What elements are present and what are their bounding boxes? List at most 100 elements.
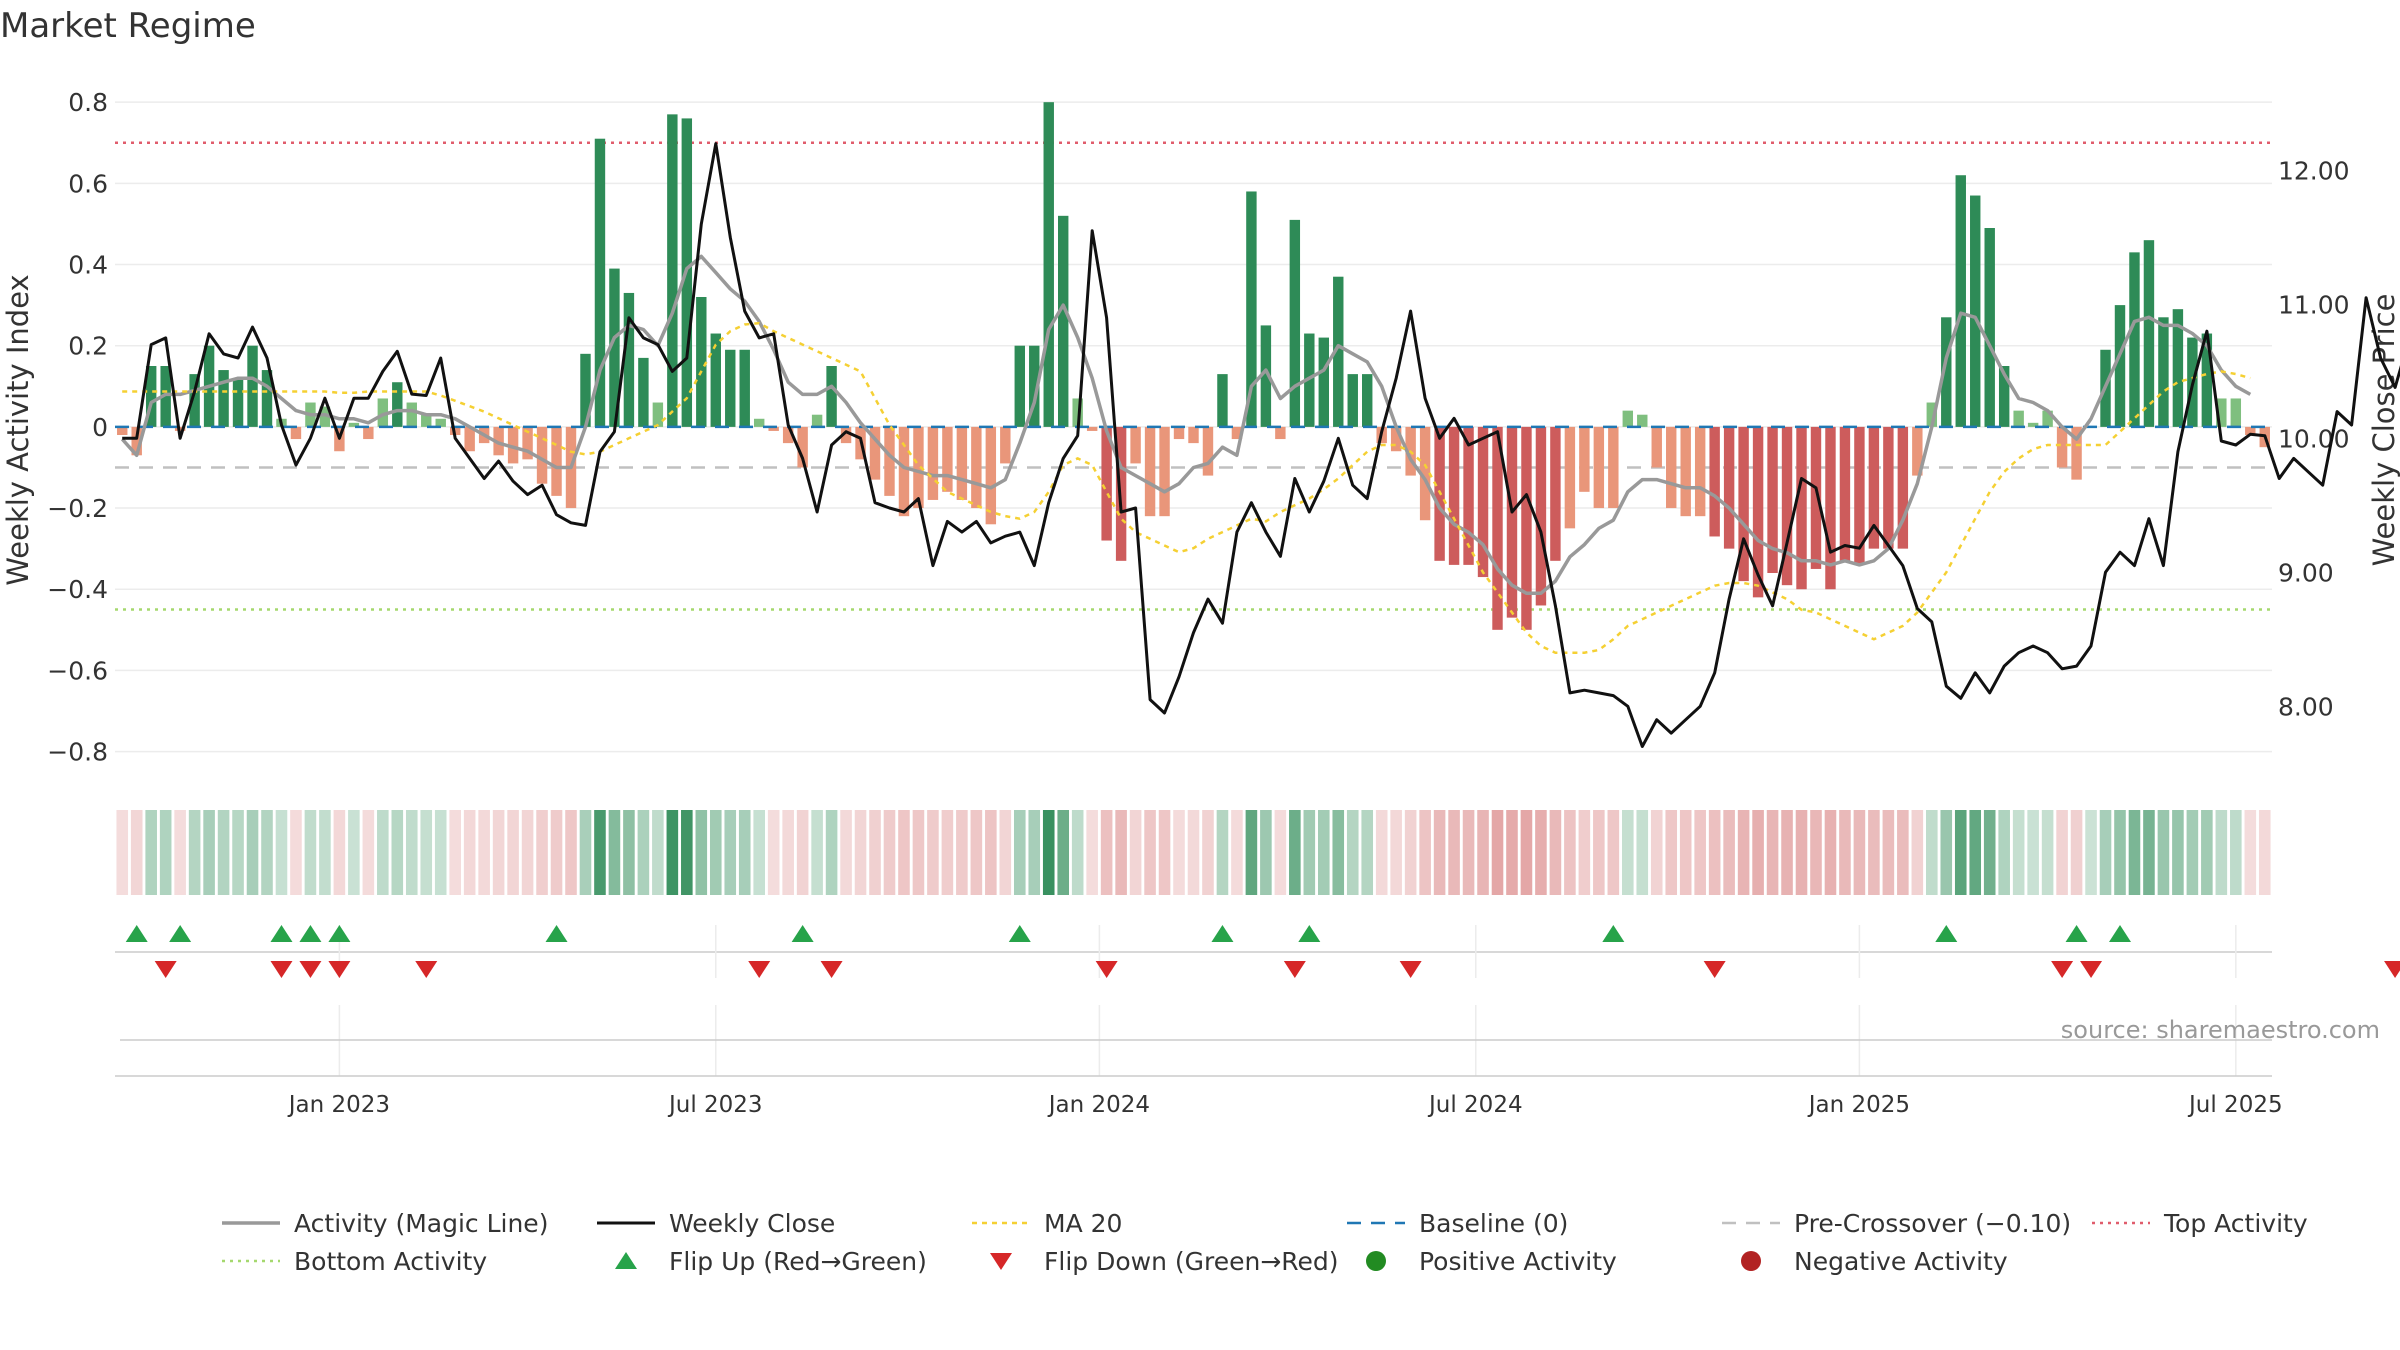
activity-bar	[1955, 175, 1966, 427]
activity-bar	[1781, 426, 1793, 586]
heat-strip-cell	[970, 810, 983, 895]
activity-bar	[942, 426, 953, 492]
heat-strip-cell	[637, 810, 650, 895]
heat-strip-cell	[1216, 810, 1229, 895]
activity-bar	[1463, 426, 1474, 565]
activity-bar	[1173, 426, 1185, 440]
flip-down-marker	[1095, 961, 1118, 978]
heat-strip-cell	[1274, 810, 1287, 895]
activity-bar	[1723, 426, 1735, 549]
heat-strip-cell	[652, 810, 664, 895]
ma20-line	[122, 321, 2251, 654]
heat-strip-cell	[1303, 810, 1316, 895]
flip-up-marker	[2065, 925, 2088, 942]
flip-down-marker	[2051, 961, 2074, 978]
activity-bar	[1275, 426, 1286, 440]
heat-strip-cell	[1679, 810, 1692, 895]
legend-item-top: Top Activity	[2090, 1206, 2308, 1240]
activity-bar	[1217, 374, 1228, 427]
activity-bar	[145, 366, 157, 427]
heat-strip-cell	[1824, 810, 1837, 895]
activity-bar	[160, 366, 171, 427]
y-right-axis-label: Weekly Close Price	[2367, 294, 2400, 567]
legend-item-baseline: Baseline (0)	[1345, 1206, 1568, 1240]
heat-strip-cell	[782, 810, 794, 895]
legend-symbol-ma20	[972, 1221, 1030, 1225]
activity-bar	[1883, 426, 1894, 549]
heat-strip-cell	[695, 810, 708, 895]
activity-bar	[1000, 426, 1011, 464]
heat-strip-cell	[1231, 810, 1243, 895]
heat-strip-cell	[420, 810, 433, 895]
activity-bar	[1057, 215, 1069, 427]
heat-strip-cell	[666, 810, 679, 895]
activity-bar	[1014, 345, 1025, 427]
heat-strip-cell	[1665, 810, 1678, 895]
heat-strip-cell	[1057, 810, 1070, 895]
activity-bar	[1086, 426, 1098, 431]
heat-strip-cell	[2012, 810, 2025, 895]
heat-strip-cell	[1462, 810, 1475, 895]
activity-bar	[117, 426, 128, 435]
heat-strip-cell	[854, 810, 867, 895]
heat-strip-cell	[1042, 810, 1055, 895]
chart-title: Market Regime	[0, 6, 256, 46]
activity-bar	[551, 426, 562, 496]
activity-bar	[2042, 410, 2053, 427]
activity-bar	[2230, 398, 2242, 427]
flip-down-marker	[415, 961, 438, 978]
activity-bar	[522, 426, 533, 460]
activity-bar	[1260, 325, 1272, 427]
heat-strip-cell	[2244, 810, 2257, 895]
x-tick-label: Jan 2023	[287, 1092, 390, 1118]
y-tick-label: −0.2	[47, 494, 108, 523]
activity-bar	[1868, 426, 1880, 549]
heat-strip-cell	[2186, 810, 2199, 895]
heat-strip-cell	[608, 810, 621, 895]
legend-label: Top Activity	[2164, 1208, 2308, 1238]
x-tick-label: Jul 2023	[667, 1092, 763, 1118]
flip-up-marker	[1602, 925, 1625, 942]
activity-bar	[667, 114, 678, 427]
activity-bar	[1984, 228, 1995, 427]
heat-strip-cell	[1129, 810, 1142, 895]
heat-strip-cell	[796, 810, 809, 895]
heat-strip-cell	[1781, 810, 1793, 895]
activity-bar	[594, 138, 606, 427]
heat-strip-cell	[1897, 810, 1909, 895]
activity-bar	[507, 426, 519, 464]
activity-bar	[1506, 426, 1518, 618]
y-tick-label: −0.8	[47, 738, 108, 767]
heat-strip-cell	[348, 810, 360, 895]
activity-bar	[869, 426, 881, 480]
heat-strip-cell	[217, 810, 230, 895]
activity-bar	[1159, 426, 1170, 517]
heat-strip-cell	[2230, 810, 2242, 895]
heat-strip-cell	[188, 810, 201, 895]
activity-bar	[797, 426, 808, 468]
heat-strip-cell	[753, 810, 765, 895]
flip-up-marker	[791, 925, 814, 942]
activity-bar	[2216, 398, 2227, 427]
heat-strip-cell	[478, 810, 490, 895]
heat-strip-cell	[1766, 810, 1779, 895]
activity-bar	[1810, 426, 1822, 569]
activity-bar	[652, 402, 664, 427]
activity-bar	[2143, 240, 2155, 427]
legend-label: Negative Activity	[1794, 1246, 2008, 1276]
heat-strip-cell	[956, 810, 968, 895]
activity-bar	[1550, 426, 1561, 561]
heat-strip-cell	[319, 810, 331, 895]
activity-bar	[1738, 426, 1749, 582]
heat-strip-cell	[1448, 810, 1460, 895]
heat-strip-cell	[2143, 810, 2155, 895]
activity-bar	[1029, 345, 1040, 427]
heat-strip-cell	[1086, 810, 1098, 895]
flip-up-marker	[545, 925, 568, 942]
heat-strip-cell	[1752, 810, 1764, 895]
heat-strip-cell	[377, 810, 389, 895]
heat-strip-cell	[362, 810, 375, 895]
heat-strip-cell	[1115, 810, 1127, 895]
heat-strip-cell	[709, 810, 722, 895]
